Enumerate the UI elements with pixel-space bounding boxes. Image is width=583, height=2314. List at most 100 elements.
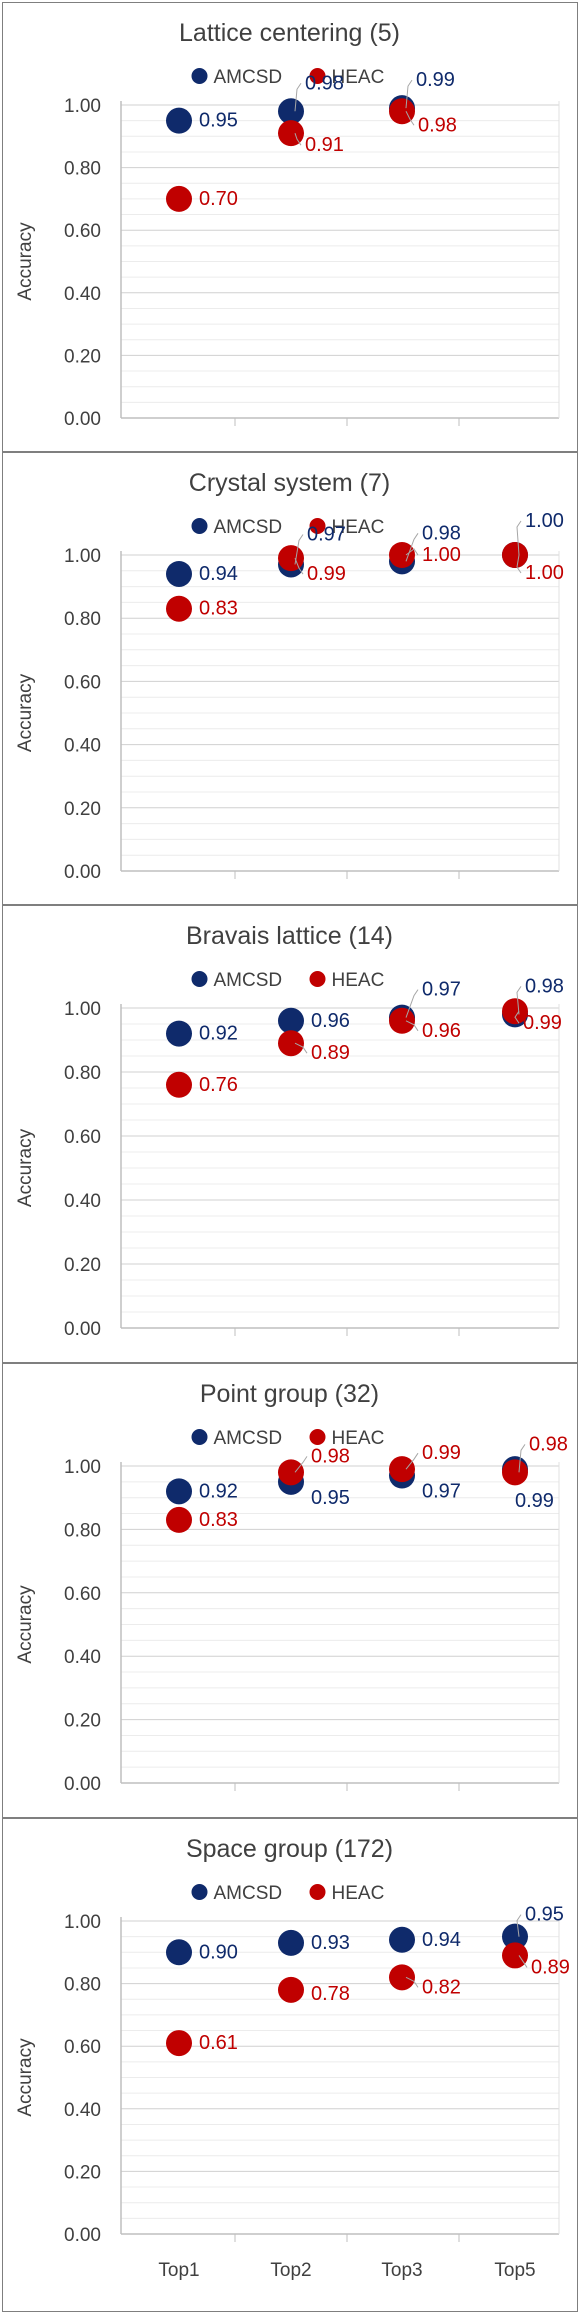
data-label: 0.70 [199,188,238,210]
data-label: 1.00 [525,562,564,584]
data-label: 0.97 [422,1481,461,1503]
label-leader [294,534,304,565]
legend-marker [309,68,326,84]
data-point [502,1459,528,1486]
x-tick-label: Top1 [158,2260,199,2281]
chart-panel: Space group (172) AMCSD HEAC 0.00 0.20 0.40 0.… [2,1818,578,2312]
legend-label: AMCSD [214,970,283,991]
data-label: 0.97 [422,979,461,1001]
label-leader [405,1452,419,1470]
data-label: 0.99 [515,1490,554,1512]
data-point [278,98,304,125]
data-point [166,1478,192,1505]
y-tick-label: 0.20 [64,799,101,820]
chart-panel: Bravais lattice (14) AMCSD HEAC 0.00 0.20 0.4… [2,905,578,1363]
data-label: 0.61 [199,2032,238,2054]
label-leader [294,133,302,146]
y-axis-label: Accuracy [15,673,36,752]
y-tick-label: 1.00 [64,96,101,117]
label-leader [516,554,522,574]
y-tick-label: 0.80 [64,609,101,630]
data-label: 0.83 [199,1509,238,1531]
data-point [502,1923,528,1950]
data-label: 0.94 [199,563,238,585]
y-tick-label: 0.00 [64,409,101,430]
y-tick-label: 1.00 [64,1912,101,1933]
label-leader [294,82,302,112]
data-point [389,1007,415,1034]
y-tick-label: 0.60 [64,221,101,242]
data-label: 0.91 [305,134,344,156]
legend-label: AMCSD [214,67,283,88]
legend-label: HEAC [332,67,385,88]
data-point [278,1459,304,1486]
label-leader [294,557,304,575]
legend-marker [309,971,326,987]
chart-svg: Point group (32) AMCSD HEAC 0.00 0.20 0.40 0.6… [15,1380,568,1795]
data-label: 0.89 [311,1042,350,1064]
y-tick-label: 0.80 [64,1520,101,1541]
legend-marker [309,1884,326,1900]
y-tick-label: 0.60 [64,672,101,693]
data-point [278,1976,304,2003]
y-tick-label: 0.00 [64,2225,101,2246]
label-leader [405,533,419,562]
data-label: 0.78 [311,1983,350,2005]
y-tick-label: 0.20 [64,2162,101,2183]
data-label: 1.00 [422,544,461,566]
x-tick-label: Top5 [494,2260,535,2281]
y-tick-label: 0.40 [64,2100,101,2121]
data-point [166,1020,192,1047]
chart-title: Bravais lattice (14) [186,922,393,950]
data-label: 0.98 [525,975,564,997]
data-point [278,120,304,147]
legend-marker [191,1429,208,1445]
y-tick-label: 1.00 [64,999,101,1020]
label-leader [405,79,413,109]
label-leader [405,548,419,556]
data-point [502,542,528,568]
data-label: 0.93 [311,1932,350,1954]
label-leader [516,520,522,556]
legend-marker [309,518,326,534]
y-tick-label: 0.60 [64,1127,101,1148]
data-label: 0.98 [529,1433,568,1455]
data-label: 0.92 [199,1480,238,1502]
data-point [166,2030,192,2057]
legend-label: HEAC [332,1883,385,1904]
chart-title: Lattice centering (5) [179,19,400,47]
label-leader [516,1914,522,1937]
data-label: 0.99 [307,563,346,585]
label-leader [294,1042,308,1054]
data-label: 0.89 [531,1956,570,1978]
data-point [166,185,192,212]
data-point [502,1942,528,1969]
data-point [278,1030,304,1057]
legend-label: AMCSD [214,1428,283,1449]
data-point [389,542,415,568]
data-point [166,1071,192,1098]
data-point [389,1964,415,1991]
data-label: 0.97 [307,523,346,545]
chart-svg: Lattice centering (5) AMCSD HEAC 0.00 0.20 0.… [15,19,560,430]
y-tick-label: 1.00 [64,1457,101,1478]
data-label: 0.98 [418,114,457,136]
label-leader [514,1010,520,1024]
x-tick-label: Top3 [381,2260,422,2281]
data-point [166,1939,192,1966]
label-leader [516,986,522,1015]
data-point [278,1007,304,1034]
y-tick-label: 0.40 [64,1191,101,1212]
y-tick-label: 0.00 [64,862,101,883]
data-point [166,107,192,134]
y-tick-label: 0.00 [64,1774,101,1795]
data-label: 0.90 [199,1941,238,1963]
chart-title: Space group (172) [186,1835,393,1863]
data-label: 0.94 [422,1929,461,1951]
label-leader [405,1020,419,1032]
y-tick-label: 0.40 [64,736,101,757]
data-point [278,1929,304,1956]
legend-label: HEAC [332,1428,385,1449]
legend-marker [191,1884,208,1900]
